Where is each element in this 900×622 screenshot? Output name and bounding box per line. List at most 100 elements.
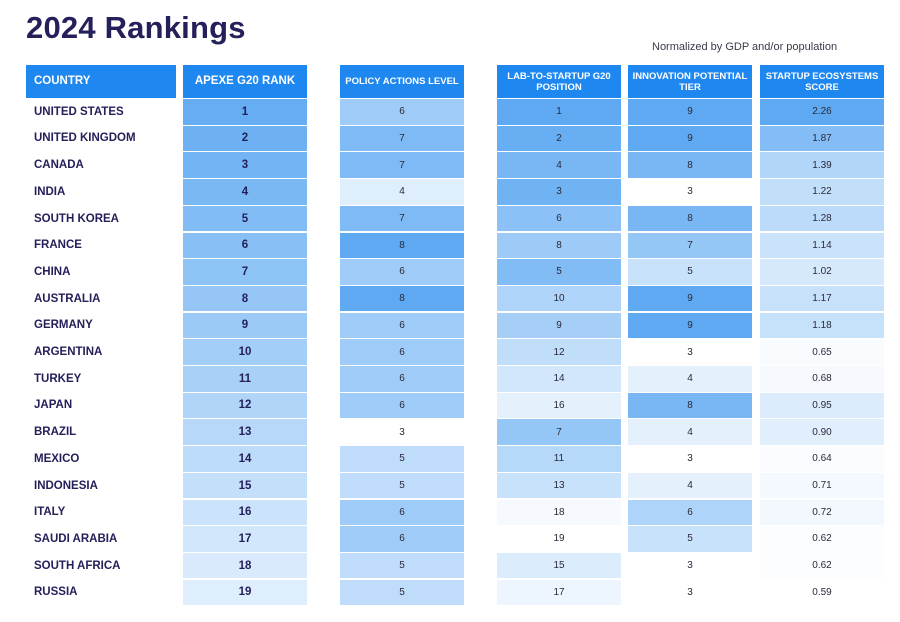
country-cell: FRANCE bbox=[34, 239, 82, 252]
policy-cell: 6 bbox=[340, 99, 464, 125]
policy-cell: 6 bbox=[340, 499, 464, 525]
lab-cell: 3 bbox=[497, 179, 621, 205]
lab-cell: 5 bbox=[497, 259, 621, 285]
page-title: 2024 Rankings bbox=[26, 10, 246, 45]
rank-cell: 14 bbox=[183, 446, 307, 472]
lab-cell: 16 bbox=[497, 392, 621, 419]
rank-cell: 17 bbox=[183, 526, 307, 552]
innovation-cell: 4 bbox=[628, 419, 752, 445]
lab-cell: 8 bbox=[497, 232, 621, 258]
rank-cell: 19 bbox=[183, 579, 307, 606]
startup-cell: 2.26 bbox=[760, 99, 884, 125]
innovation-cell: 3 bbox=[628, 552, 752, 579]
policy-cell: 5 bbox=[340, 446, 464, 472]
country-cell: RUSSIA bbox=[34, 586, 78, 599]
country-cell: INDIA bbox=[34, 185, 66, 198]
lab-cell: 7 bbox=[497, 419, 621, 445]
startup-cell: 0.90 bbox=[760, 419, 884, 445]
startup-cell: 0.62 bbox=[760, 552, 884, 579]
lab-cell: 17 bbox=[497, 579, 621, 606]
country-cell: INDONESIA bbox=[34, 479, 98, 492]
startup-cell: 0.62 bbox=[760, 526, 884, 552]
rank-cell: 8 bbox=[183, 285, 307, 312]
country-cell: AUSTRALIA bbox=[34, 292, 101, 305]
innovation-cell: 3 bbox=[628, 179, 752, 205]
innovation-cell: 9 bbox=[628, 125, 752, 152]
policy-cell: 8 bbox=[340, 285, 464, 312]
innovation-cell: 3 bbox=[628, 579, 752, 606]
country-cell: ARGENTINA bbox=[34, 346, 103, 359]
column-header-rank: APEXE G20 RANK bbox=[183, 65, 307, 98]
rank-cell: 15 bbox=[183, 472, 307, 499]
lab-cell: 18 bbox=[497, 499, 621, 525]
lab-cell: 12 bbox=[497, 339, 621, 365]
startup-cell: 1.28 bbox=[760, 205, 884, 232]
policy-cell: 6 bbox=[340, 312, 464, 339]
country-cell: BRAZIL bbox=[34, 426, 77, 439]
lab-cell: 9 bbox=[497, 312, 621, 339]
rank-cell: 7 bbox=[183, 259, 307, 285]
startup-cell: 0.68 bbox=[760, 366, 884, 392]
policy-cell: 7 bbox=[340, 152, 464, 178]
lab-cell: 4 bbox=[497, 152, 621, 178]
innovation-cell: 8 bbox=[628, 392, 752, 419]
startup-cell: 1.14 bbox=[760, 232, 884, 258]
country-cell: MEXICO bbox=[34, 452, 80, 465]
country-cell: ITALY bbox=[34, 506, 66, 519]
startup-cell: 0.95 bbox=[760, 392, 884, 419]
rank-cell: 2 bbox=[183, 125, 307, 152]
policy-cell: 7 bbox=[340, 125, 464, 152]
lab-cell: 15 bbox=[497, 552, 621, 579]
rank-cell: 5 bbox=[183, 205, 307, 232]
rank-cell: 4 bbox=[183, 179, 307, 205]
policy-cell: 5 bbox=[340, 579, 464, 606]
rank-cell: 9 bbox=[183, 312, 307, 339]
rank-cell: 6 bbox=[183, 232, 307, 258]
innovation-cell: 3 bbox=[628, 339, 752, 365]
country-cell: UNITED STATES bbox=[34, 105, 124, 118]
policy-cell: 6 bbox=[340, 339, 464, 365]
column-header-lab: LAB-TO-STARTUP G20 POSITION bbox=[497, 65, 621, 98]
column-header-innovation: INNOVATION POTENTIAL TIER bbox=[628, 65, 752, 98]
innovation-cell: 5 bbox=[628, 526, 752, 552]
innovation-cell: 8 bbox=[628, 205, 752, 232]
innovation-cell: 6 bbox=[628, 499, 752, 525]
startup-cell: 0.59 bbox=[760, 579, 884, 606]
startup-cell: 1.02 bbox=[760, 259, 884, 285]
country-cell: TURKEY bbox=[34, 372, 82, 385]
policy-cell: 3 bbox=[340, 419, 464, 445]
startup-cell: 1.22 bbox=[760, 179, 884, 205]
innovation-cell: 9 bbox=[628, 312, 752, 339]
page-subtitle: Normalized by GDP and/or population bbox=[652, 41, 838, 53]
policy-cell: 7 bbox=[340, 205, 464, 232]
startup-cell: 0.65 bbox=[760, 339, 884, 365]
lab-cell: 11 bbox=[497, 446, 621, 472]
policy-cell: 6 bbox=[340, 526, 464, 552]
country-cell: CHINA bbox=[34, 265, 71, 278]
lab-cell: 14 bbox=[497, 366, 621, 392]
startup-cell: 1.39 bbox=[760, 152, 884, 178]
rank-cell: 12 bbox=[183, 392, 307, 419]
country-cell: SOUTH KOREA bbox=[34, 212, 119, 225]
policy-cell: 5 bbox=[340, 472, 464, 499]
startup-cell: 0.71 bbox=[760, 472, 884, 499]
country-cell: CANADA bbox=[34, 159, 84, 172]
rank-cell: 11 bbox=[183, 366, 307, 392]
startup-cell: 1.87 bbox=[760, 125, 884, 152]
rank-cell: 16 bbox=[183, 499, 307, 525]
lab-cell: 1 bbox=[497, 99, 621, 125]
policy-cell: 5 bbox=[340, 552, 464, 579]
policy-cell: 6 bbox=[340, 259, 464, 285]
column-header-policy: POLICY ACTIONS LEVEL bbox=[340, 65, 464, 98]
lab-cell: 19 bbox=[497, 526, 621, 552]
country-cell: GERMANY bbox=[34, 319, 93, 332]
lab-cell: 6 bbox=[497, 205, 621, 232]
innovation-cell: 7 bbox=[628, 232, 752, 258]
lab-cell: 10 bbox=[497, 285, 621, 312]
startup-cell: 1.17 bbox=[760, 285, 884, 312]
startup-cell: 1.18 bbox=[760, 312, 884, 339]
innovation-cell: 8 bbox=[628, 152, 752, 178]
rank-cell: 13 bbox=[183, 419, 307, 445]
innovation-cell: 3 bbox=[628, 446, 752, 472]
